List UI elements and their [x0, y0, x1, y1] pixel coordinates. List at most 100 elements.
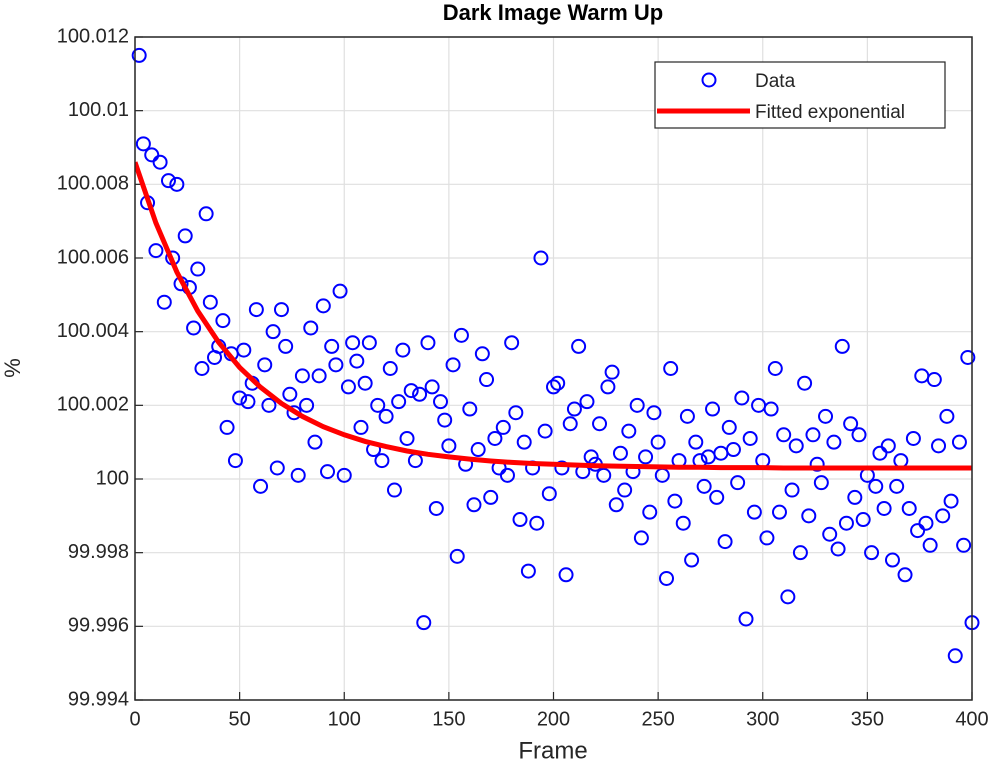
data-point — [328, 357, 344, 373]
data-point — [265, 324, 281, 340]
data-point — [910, 523, 926, 539]
y-tick-label: 100 — [96, 467, 129, 489]
data-point — [600, 379, 616, 395]
data-point — [232, 390, 248, 406]
data-point — [834, 338, 850, 354]
data-point — [797, 375, 813, 391]
data-point — [445, 357, 461, 373]
data-point — [529, 515, 545, 531]
data-point — [709, 489, 725, 505]
data-point — [169, 176, 185, 192]
legend-box — [654, 61, 946, 129]
data-point — [872, 445, 888, 461]
data-point — [596, 467, 612, 483]
data-point — [763, 401, 779, 417]
x-axis-label: Frame — [518, 737, 587, 764]
x-tick-label: 400 — [955, 708, 988, 730]
axes-box — [134, 36, 973, 701]
data-point — [658, 570, 674, 586]
data-point — [516, 434, 532, 450]
data-point — [684, 552, 700, 568]
data-point — [424, 379, 440, 395]
data-point — [370, 397, 386, 413]
x-tick-label: 300 — [746, 708, 779, 730]
data-point — [479, 372, 495, 388]
data-point — [353, 419, 369, 435]
data-point — [646, 405, 662, 421]
data-point — [843, 416, 859, 432]
data-point — [638, 449, 654, 465]
data-point — [943, 493, 959, 509]
data-point — [345, 335, 361, 351]
data-point — [144, 147, 160, 163]
data-point — [533, 250, 549, 266]
data-point — [905, 430, 921, 446]
data-point — [897, 567, 913, 583]
data-point — [378, 408, 394, 424]
data-point — [951, 434, 967, 450]
data-point — [809, 456, 825, 472]
data-point — [462, 401, 478, 417]
data-point — [466, 497, 482, 513]
chart-title: Dark Image Warm Up — [443, 0, 663, 25]
x-tick-label: 50 — [229, 708, 251, 730]
legend-marker — [701, 72, 717, 88]
data-point — [374, 453, 390, 469]
data-point — [784, 482, 800, 498]
data-point — [215, 313, 231, 329]
data-point — [152, 154, 168, 170]
data-point — [357, 375, 373, 391]
data-point — [290, 467, 306, 483]
data-point — [148, 243, 164, 259]
data-point — [629, 397, 645, 413]
data-point — [822, 526, 838, 542]
y-tick-label: 100.01 — [68, 99, 129, 121]
data-point — [792, 545, 808, 561]
data-point — [926, 372, 942, 388]
data-point — [734, 390, 750, 406]
data-point — [453, 327, 469, 343]
data-point — [759, 530, 775, 546]
data-point — [771, 504, 787, 520]
data-point — [621, 423, 637, 439]
data-point — [617, 482, 633, 498]
data-point — [437, 412, 453, 428]
y-tick-label: 99.996 — [68, 615, 129, 637]
data-point — [299, 397, 315, 413]
data-point — [830, 541, 846, 557]
y-axis-label: % — [0, 358, 25, 378]
data-point — [876, 500, 892, 516]
data-point — [349, 353, 365, 369]
data-point — [608, 497, 624, 513]
x-tick-label: 200 — [537, 708, 570, 730]
data-point — [303, 320, 319, 336]
data-point — [579, 394, 595, 410]
data-point — [813, 475, 829, 491]
data-point — [742, 430, 758, 446]
data-point — [156, 294, 172, 310]
data-point — [474, 346, 490, 362]
data-point — [361, 335, 377, 351]
data-point — [248, 302, 264, 318]
data-point — [441, 438, 457, 454]
data-point — [788, 438, 804, 454]
data-point — [679, 408, 695, 424]
data-point — [956, 537, 972, 553]
data-point — [186, 320, 202, 336]
data-point — [939, 408, 955, 424]
data-point — [483, 489, 499, 505]
data-point — [236, 342, 252, 358]
data-point — [160, 173, 176, 189]
fit-line — [135, 161, 972, 471]
data-point — [550, 375, 566, 391]
data-point — [282, 386, 298, 402]
data-point — [278, 338, 294, 354]
data-point — [884, 552, 900, 568]
data-point — [642, 504, 658, 520]
data-point — [571, 338, 587, 354]
x-tick-label: 0 — [129, 708, 140, 730]
data-point — [901, 500, 917, 516]
x-tick-label: 350 — [851, 708, 884, 730]
data-point — [592, 416, 608, 432]
